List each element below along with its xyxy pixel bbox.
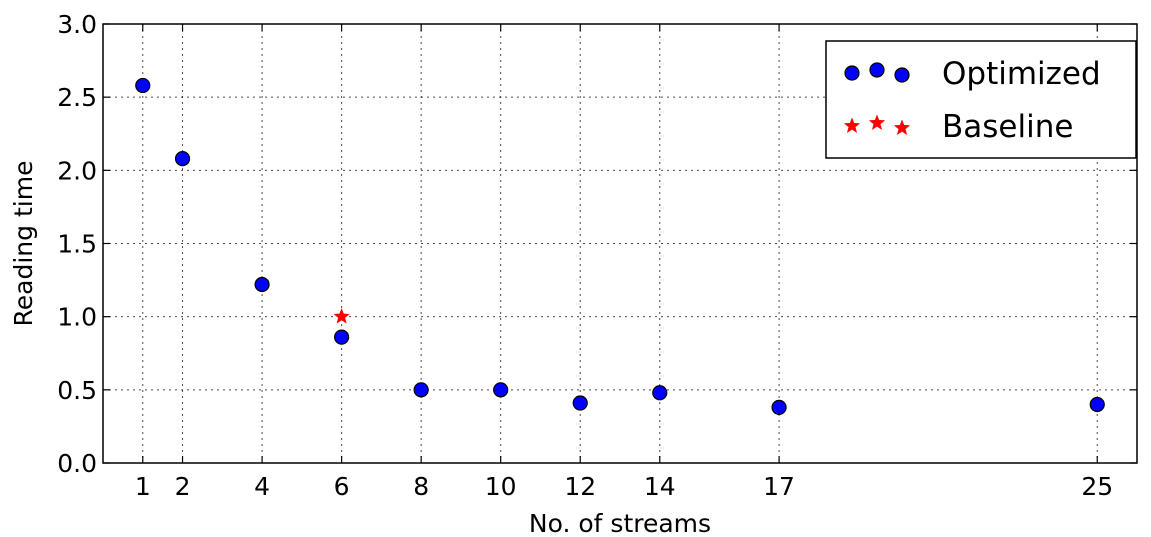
- y-tick-label: 2.5: [57, 83, 97, 112]
- y-tick-label: 1.5: [57, 230, 97, 259]
- x-tick-label: 25: [1081, 472, 1113, 501]
- optimized-point: [254, 276, 270, 293]
- y-axis-label: Reading time: [9, 161, 38, 327]
- x-tick-label: 17: [763, 472, 795, 501]
- plot-frame: [102, 23, 1138, 464]
- legend-box: [825, 40, 1137, 159]
- optimized-point: [174, 151, 191, 167]
- optimized-point: [334, 329, 350, 345]
- x-tick-label: 12: [564, 472, 596, 501]
- optimized-point: [493, 382, 509, 398]
- y-tick-label: 2.0: [57, 156, 97, 185]
- optimized-point: [135, 77, 151, 94]
- x-axis-label: No. of streams: [529, 509, 711, 537]
- y-tick-label: 0.0: [57, 449, 97, 478]
- legend: Optimized Baseline: [825, 40, 1137, 159]
- y-tick-label: 3.0: [57, 10, 97, 39]
- y-tick-label: 0.5: [57, 376, 97, 405]
- legend-marker-optimized: [844, 65, 860, 81]
- x-tick-label: 1: [135, 472, 151, 501]
- legend-label-baseline: Baseline: [942, 109, 1073, 145]
- x-tick-label: 8: [413, 472, 429, 501]
- optimized-point: [572, 395, 588, 411]
- x-tick-label: 14: [644, 472, 676, 501]
- data-points: [135, 77, 1105, 415]
- x-tick-label: 10: [485, 472, 517, 501]
- y-tick-label: 1.0: [57, 303, 97, 332]
- legend-marker-baseline: [893, 119, 911, 136]
- legend-label-optimized: Optimized: [942, 56, 1101, 92]
- x-tick-label: 6: [334, 472, 350, 501]
- x-tick-label: 4: [254, 472, 270, 501]
- axis-ticks: 1 2 4 6 8 10 12 14 17 25 0.0 0.5 1.0 1.5 2.0 2.5 3.0: [57, 10, 1137, 501]
- legend-marker-optimized: [869, 62, 885, 78]
- baseline-point: [333, 307, 350, 324]
- optimized-point: [1089, 396, 1105, 413]
- x-tick-label: 2: [175, 472, 191, 501]
- legend-marker-baseline: [868, 114, 886, 131]
- legend-marker-baseline: [843, 117, 861, 134]
- optimized-point: [652, 385, 668, 401]
- optimized-point: [413, 382, 429, 398]
- optimized-point: [771, 399, 787, 415]
- legend-marker-optimized: [894, 67, 910, 83]
